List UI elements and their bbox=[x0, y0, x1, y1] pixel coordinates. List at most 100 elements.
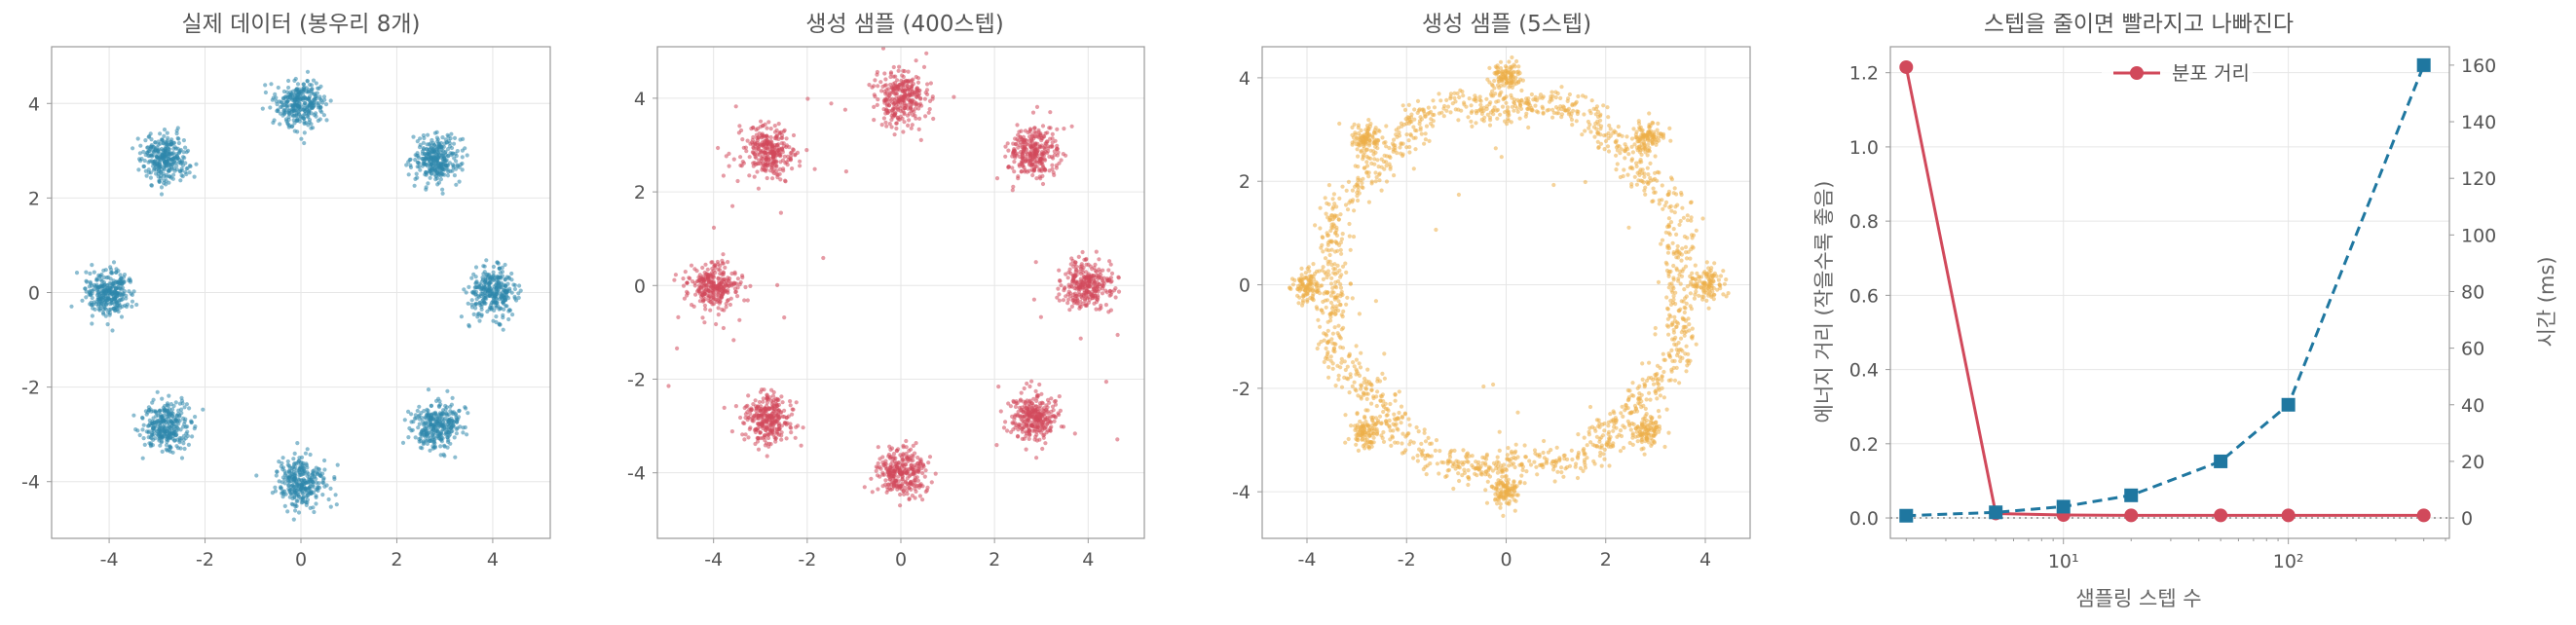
data-point bbox=[739, 128, 744, 133]
data-point bbox=[429, 428, 434, 433]
data-point bbox=[904, 438, 909, 444]
data-point bbox=[173, 400, 178, 405]
data-point bbox=[322, 467, 327, 472]
data-point bbox=[426, 387, 431, 392]
data-point bbox=[1024, 400, 1028, 405]
data-point bbox=[280, 456, 285, 460]
data-point bbox=[765, 139, 770, 145]
data-point bbox=[408, 157, 413, 162]
data-point bbox=[1030, 406, 1035, 412]
data-point bbox=[782, 315, 787, 320]
data-point bbox=[328, 504, 333, 509]
data-point bbox=[1061, 298, 1066, 303]
data-point bbox=[686, 291, 691, 296]
data-point bbox=[469, 290, 475, 295]
data-point bbox=[1055, 146, 1060, 152]
data-point bbox=[88, 271, 93, 276]
data-point bbox=[780, 147, 785, 153]
data-point bbox=[915, 461, 920, 466]
data-point bbox=[758, 430, 763, 435]
data-point bbox=[436, 403, 441, 408]
data-point bbox=[443, 432, 448, 437]
data-point bbox=[176, 150, 181, 156]
data-point bbox=[1034, 404, 1039, 409]
data-point bbox=[182, 446, 187, 452]
data-point bbox=[770, 176, 775, 181]
y-tick-label: -2 bbox=[21, 378, 40, 399]
data-point bbox=[189, 420, 194, 424]
data-point bbox=[716, 306, 721, 311]
data-point bbox=[877, 464, 882, 469]
data-point bbox=[884, 107, 889, 112]
data-point bbox=[287, 495, 292, 499]
data-point bbox=[731, 280, 736, 285]
data-point bbox=[170, 430, 175, 436]
data-point bbox=[892, 106, 897, 111]
data-point bbox=[716, 145, 721, 151]
data-point bbox=[413, 413, 418, 418]
data-point bbox=[1075, 298, 1080, 303]
data-point bbox=[201, 407, 205, 412]
data-point bbox=[1014, 399, 1019, 404]
data-point bbox=[745, 298, 750, 303]
data-point bbox=[1690, 276, 1695, 281]
data-point bbox=[1695, 271, 1699, 276]
data-point bbox=[910, 494, 915, 498]
data-point bbox=[1065, 301, 1070, 306]
data-point bbox=[1656, 121, 1661, 126]
data-point bbox=[1036, 129, 1041, 134]
data-point bbox=[176, 136, 181, 141]
data-point bbox=[727, 164, 731, 168]
data-point bbox=[728, 302, 733, 308]
data-point bbox=[156, 142, 161, 147]
data-point bbox=[733, 104, 738, 109]
data-point bbox=[90, 295, 94, 301]
x-tick-label: 4 bbox=[487, 549, 499, 570]
data-point bbox=[1667, 126, 1672, 130]
data-point bbox=[1694, 285, 1699, 290]
data-point bbox=[917, 494, 923, 498]
data-point bbox=[711, 302, 717, 307]
data-point bbox=[812, 166, 817, 171]
data-point bbox=[1013, 136, 1018, 141]
data-point bbox=[896, 68, 901, 73]
data-point bbox=[901, 108, 906, 113]
data-point bbox=[1053, 398, 1059, 404]
data-point bbox=[473, 284, 478, 290]
data-point bbox=[509, 271, 514, 276]
data-point bbox=[1037, 382, 1042, 387]
data-point bbox=[1704, 298, 1709, 303]
data-point bbox=[1018, 423, 1023, 427]
data-point bbox=[289, 501, 294, 506]
data-point bbox=[766, 120, 771, 125]
data-point bbox=[184, 150, 189, 155]
data-point bbox=[502, 307, 506, 312]
data-point bbox=[743, 284, 748, 290]
data-point bbox=[177, 401, 182, 406]
data-point bbox=[1030, 428, 1035, 433]
data-point bbox=[463, 424, 467, 430]
data-point bbox=[454, 159, 459, 164]
data-point bbox=[107, 311, 112, 315]
data-point bbox=[292, 78, 297, 83]
data-point bbox=[907, 496, 912, 501]
data-point bbox=[901, 68, 906, 73]
data-point bbox=[305, 465, 310, 470]
data-point bbox=[140, 415, 145, 421]
data-point bbox=[777, 130, 782, 135]
data-point bbox=[1694, 276, 1699, 281]
data-point bbox=[164, 174, 168, 179]
scatter-points bbox=[666, 46, 1122, 508]
data-point bbox=[445, 427, 450, 432]
data-point bbox=[922, 474, 927, 479]
data-point bbox=[883, 77, 888, 82]
data-point bbox=[721, 252, 726, 257]
data-point bbox=[720, 261, 725, 266]
data-point bbox=[166, 150, 171, 155]
data-point bbox=[772, 159, 778, 164]
data-point bbox=[418, 445, 423, 450]
data-point bbox=[1067, 267, 1072, 272]
data-point bbox=[84, 289, 89, 294]
